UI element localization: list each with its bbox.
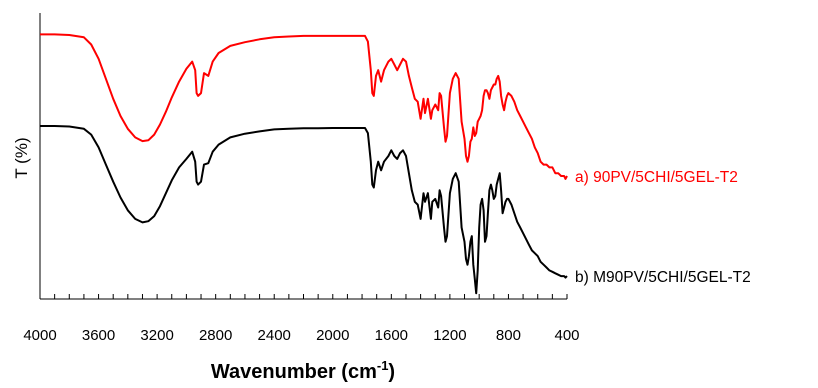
series-line-b — [40, 125, 568, 295]
x-tick-label: 1600 — [375, 327, 408, 344]
series-line-a — [40, 33, 568, 180]
x-tick-label: 1200 — [433, 327, 466, 344]
x-axis-title-main: Wavenumber (cm — [211, 361, 377, 383]
plot-frame — [39, 13, 567, 300]
series-label-a: a) 90PV/5CHI/5GEL-T2 — [575, 169, 738, 186]
x-tick-label: 3600 — [82, 327, 115, 344]
x-tick-label: 4000 — [23, 327, 56, 344]
x-axis-title: Wavenumber (cm-1) — [211, 358, 395, 383]
series-label-b: b) M90PV/5CHI/5GEL-T2 — [575, 269, 751, 286]
x-tick-label: 3200 — [140, 327, 173, 344]
x-axis-title-close: ) — [388, 361, 395, 383]
x-axis-ticks — [39, 294, 568, 299]
y-axis-title: T (%) — [12, 137, 31, 178]
x-axis-tick-labels: 4000 3600 3200 2800 2400 2000 1600 1200 800 400 — [23, 327, 579, 344]
x-tick-label: 2000 — [316, 327, 349, 344]
x-axis-title-superscript: -1 — [377, 358, 389, 373]
x-tick-label: 800 — [496, 327, 521, 344]
series-labels: a) 90PV/5CHI/5GEL-T2 b) M90PV/5CHI/5GEL-T… — [575, 169, 751, 286]
x-tick-label: 2400 — [258, 327, 291, 344]
x-tick-label: 400 — [554, 327, 579, 344]
x-tick-label: 2800 — [199, 327, 232, 344]
series-group — [40, 33, 568, 295]
